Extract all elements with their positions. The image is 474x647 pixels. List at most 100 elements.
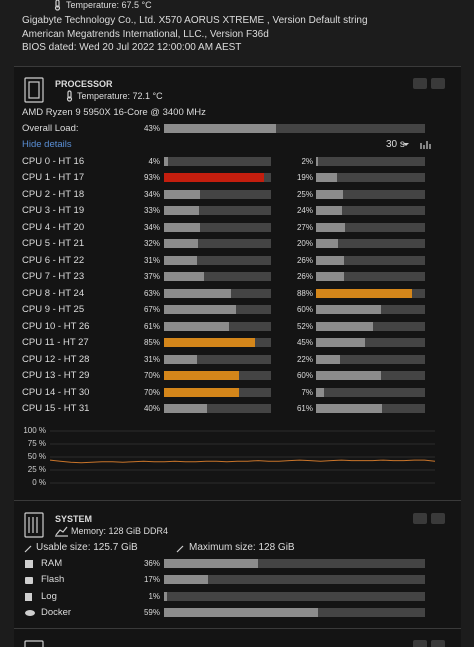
next-panel bbox=[14, 628, 461, 647]
bar-fill bbox=[316, 305, 382, 315]
core-label: CPU 1 - HT 17 bbox=[22, 172, 85, 184]
collapse-button[interactable] bbox=[431, 78, 445, 89]
board-info: Gigabyte Technology Co., Ltd. X570 AORUS… bbox=[22, 15, 368, 26]
percent: 32% bbox=[143, 239, 160, 249]
bar-track bbox=[316, 255, 425, 265]
collapse-button[interactable] bbox=[431, 640, 445, 647]
memory-label: RAM bbox=[41, 558, 63, 569]
board-info: BIOS dated: Wed 20 Jul 2022 12:00:00 AM … bbox=[22, 42, 242, 53]
core-label: CPU 10 - HT 26 bbox=[22, 320, 90, 332]
bar-track bbox=[164, 591, 425, 601]
percent: 24% bbox=[296, 206, 313, 216]
bar-track bbox=[164, 255, 271, 265]
bar-track bbox=[164, 559, 425, 568]
percent: 70% bbox=[143, 371, 160, 381]
bar-fill bbox=[316, 189, 344, 199]
percent: 43% bbox=[143, 124, 160, 133]
percent: 4% bbox=[148, 157, 160, 166]
y-tick-label: 50 % bbox=[28, 452, 46, 461]
bar-fill bbox=[316, 288, 412, 298]
percent: 61% bbox=[296, 404, 313, 414]
bar-track bbox=[316, 272, 425, 282]
core-label: CPU 13 - HT 29 bbox=[22, 370, 90, 382]
bar-track bbox=[316, 387, 425, 397]
bar-track bbox=[316, 157, 425, 166]
memory-label: Log bbox=[41, 590, 57, 602]
core-label: CPU 11 - HT 27 bbox=[22, 337, 89, 349]
hide-details-link[interactable]: Hide details bbox=[22, 139, 72, 150]
percent: 20% bbox=[296, 239, 313, 249]
bar-fill bbox=[164, 239, 199, 249]
core-label: CPU 0 - HT 16 bbox=[22, 156, 85, 167]
percent: 40% bbox=[143, 404, 160, 414]
maximum-size: Maximum size: 128 GiB bbox=[189, 542, 295, 553]
percent: 25% bbox=[296, 189, 313, 199]
percent: 17% bbox=[143, 575, 160, 585]
y-tick-label: 0 % bbox=[32, 478, 46, 487]
panel-title: PROCESSOR bbox=[55, 79, 113, 89]
percent: 60% bbox=[296, 371, 313, 381]
percent: 85% bbox=[143, 338, 160, 348]
percent: 70% bbox=[143, 387, 160, 397]
core-label: CPU 5 - HT 21 bbox=[22, 238, 85, 250]
panel-title: SYSTEM bbox=[55, 514, 93, 524]
processor-panel bbox=[14, 66, 461, 501]
percent: 60% bbox=[296, 305, 313, 315]
core-label: CPU 12 - HT 28 bbox=[22, 353, 90, 365]
percent: 61% bbox=[143, 321, 160, 331]
bar-fill bbox=[316, 338, 366, 348]
bar-track bbox=[316, 338, 425, 348]
percent: 1% bbox=[148, 591, 160, 601]
info-button[interactable] bbox=[413, 513, 427, 524]
settings-button[interactable] bbox=[413, 640, 427, 647]
percent: 67% bbox=[143, 305, 160, 315]
memory-label: Docker bbox=[41, 607, 72, 619]
cpu-model: AMD Ryzen 9 5950X 16-Core @ 3400 MHz bbox=[22, 107, 206, 118]
bar-track bbox=[316, 189, 425, 199]
bar-fill bbox=[316, 222, 346, 232]
bar-fill bbox=[164, 255, 198, 265]
percent: 45% bbox=[296, 338, 313, 348]
bar-track bbox=[316, 206, 425, 216]
bar-track bbox=[316, 173, 425, 183]
percent: 36% bbox=[143, 559, 160, 568]
bar-fill bbox=[164, 124, 277, 133]
memory-label: Flash bbox=[41, 574, 65, 586]
percent: 26% bbox=[296, 272, 313, 282]
settings-button[interactable] bbox=[413, 78, 427, 89]
bar-fill bbox=[316, 387, 324, 397]
bar-track bbox=[164, 575, 425, 585]
usable-size: Usable size: 125.7 GiB bbox=[36, 542, 138, 553]
core-label: CPU 4 - HT 20 bbox=[22, 221, 85, 233]
y-tick-label: 100 % bbox=[23, 426, 46, 435]
bar-track bbox=[164, 239, 271, 249]
overall-label: Overall Load: bbox=[22, 123, 79, 134]
collapse-button[interactable] bbox=[431, 513, 445, 524]
percent: 52% bbox=[296, 321, 313, 331]
load-line bbox=[49, 459, 436, 464]
bar-fill bbox=[316, 239, 338, 249]
bar-fill bbox=[316, 206, 343, 216]
core-label: CPU 7 - HT 23 bbox=[22, 271, 85, 283]
bar-fill bbox=[164, 591, 167, 601]
bar-track bbox=[164, 272, 271, 282]
percent: 19% bbox=[296, 173, 313, 183]
bar-fill bbox=[316, 404, 383, 414]
core-label: CPU 8 - HT 24 bbox=[22, 287, 85, 299]
bar-fill bbox=[164, 321, 230, 331]
bar-fill bbox=[316, 371, 382, 381]
percent: 37% bbox=[143, 272, 160, 282]
bar-track bbox=[316, 354, 425, 364]
bar-fill bbox=[164, 404, 207, 414]
interval-select[interactable]: 30 s bbox=[386, 139, 405, 150]
core-label: CPU 3 - HT 19 bbox=[22, 205, 85, 217]
bar-fill bbox=[164, 206, 200, 216]
bar-fill bbox=[316, 321, 373, 331]
percent: 59% bbox=[143, 608, 160, 618]
bar-fill bbox=[164, 288, 232, 298]
bar-track bbox=[164, 124, 425, 133]
percent: 31% bbox=[143, 354, 160, 364]
percent: 22% bbox=[296, 354, 313, 364]
